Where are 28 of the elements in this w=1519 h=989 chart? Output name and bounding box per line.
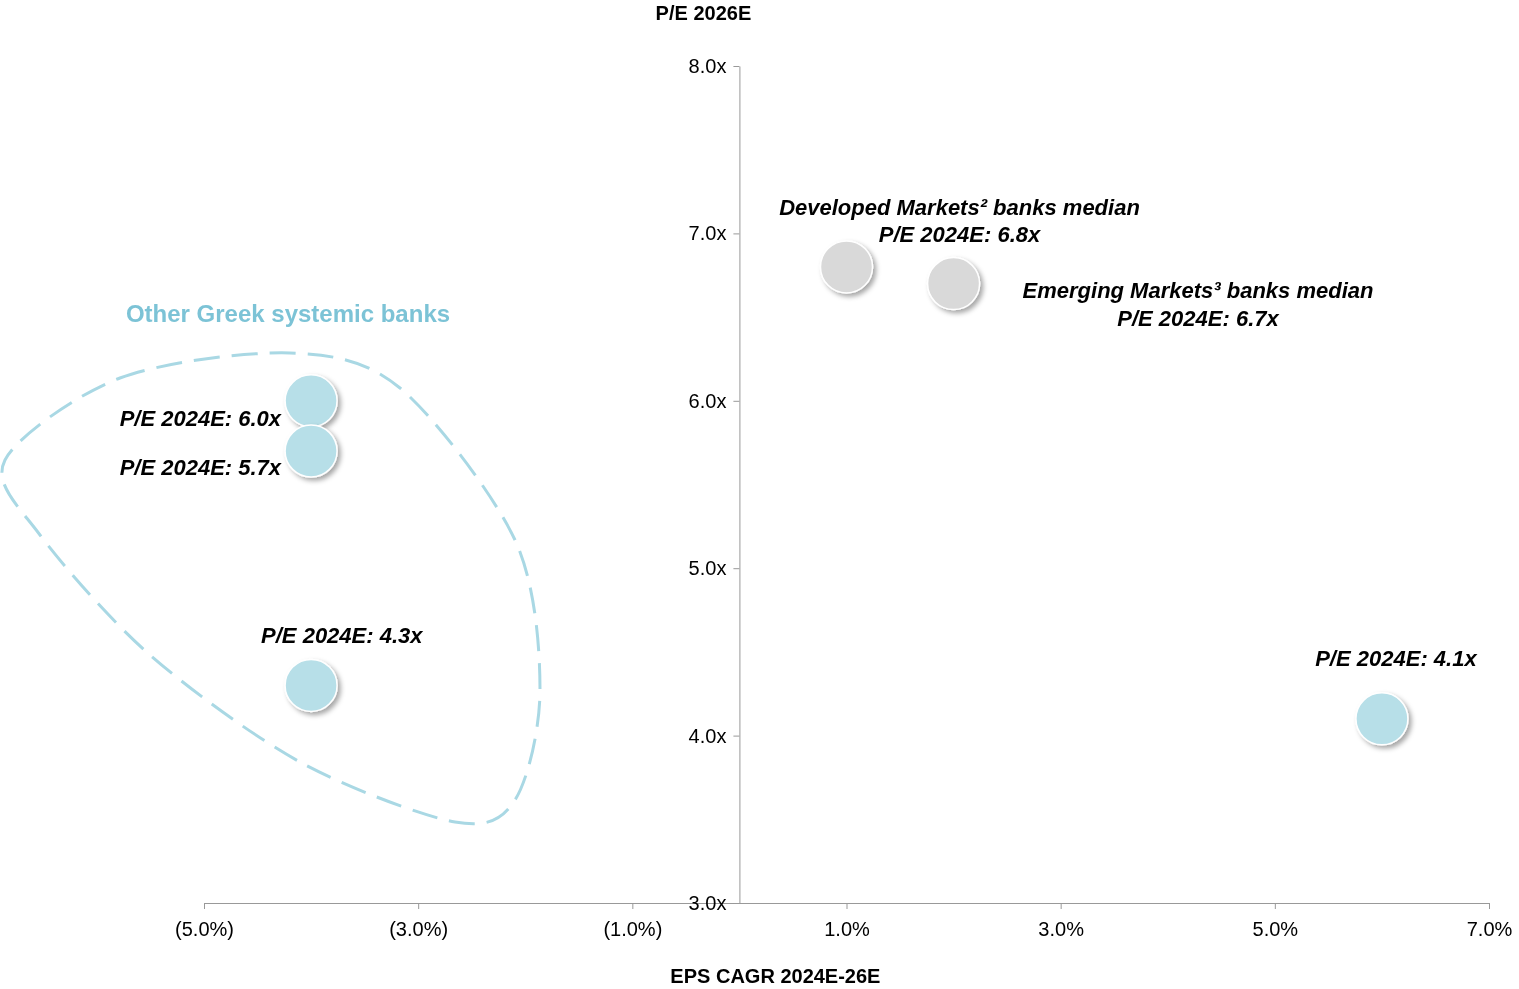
x-tick-label: 3.0% — [1038, 918, 1085, 940]
point — [926, 256, 981, 311]
point — [284, 424, 338, 478]
point — [1355, 692, 1409, 746]
annotation: P/E 2024E: 5.7x — [119, 455, 282, 481]
annotation: P/E 2024E: 4.1x — [1315, 645, 1478, 671]
point — [284, 374, 338, 428]
annotation: Other Greek systemic banks — [125, 300, 451, 327]
x-tick-label: (5.0%) — [175, 918, 234, 940]
y-tick-label: 4.0x — [688, 724, 727, 747]
annotation: Emerging Markets³ banks median P/E 2024E: 6.7x — [1022, 278, 1374, 331]
y-tick-label: 6.0x — [688, 389, 727, 412]
annotation: P/E 2024E: 4.3x — [261, 623, 424, 649]
y-tick-label: 3.0x — [688, 891, 727, 914]
x-axis-title: EPS CAGR 2024E-26E — [670, 965, 881, 987]
y-tick-label: 5.0x — [688, 557, 727, 580]
x-tick-label: 7.0% — [1466, 918, 1513, 940]
x-tick-label: (3.0%) — [389, 918, 449, 940]
y-tick-label: 8.0x — [688, 54, 727, 77]
annotation: Developed Markets² banks median P/E 2024E: 6.8x — [779, 194, 1140, 248]
x-tick-label: 1.0% — [824, 918, 871, 940]
x-tick-label: (1.0%) — [603, 918, 663, 940]
annotation: P/E 2024E: 6.0x — [119, 405, 282, 431]
x-tick-label: 5.0% — [1252, 918, 1299, 940]
y-tick-label: 7.0x — [688, 222, 727, 245]
point — [819, 240, 874, 294]
point — [284, 658, 338, 713]
y-axis-title: P/E 2026E — [655, 2, 752, 24]
